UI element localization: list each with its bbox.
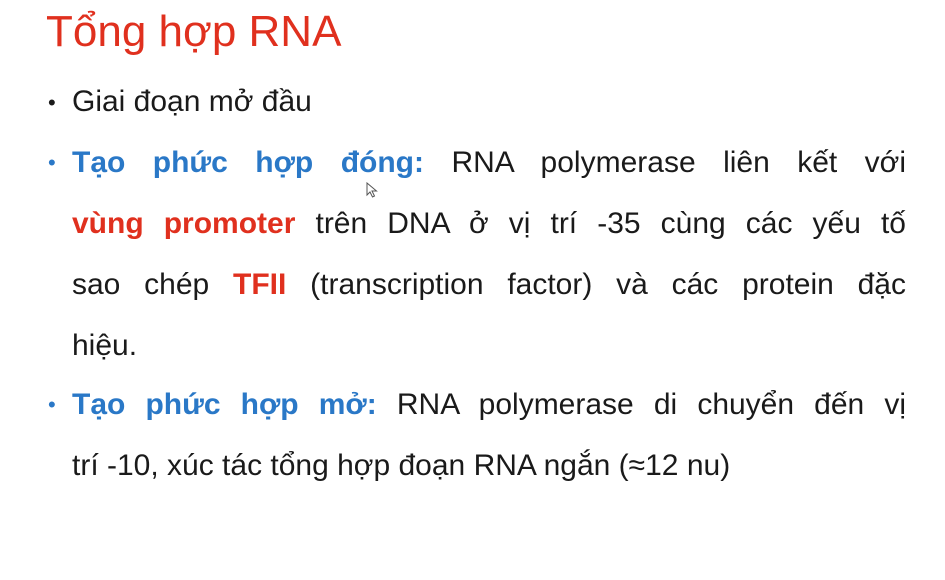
- closed-complex-line-1-text: RNA polymerase liên kết với: [451, 146, 907, 179]
- closed-complex-line-3-pre: sao chép: [72, 268, 210, 301]
- closed-complex-label: Tạo phức hợp đóng:: [72, 146, 424, 179]
- open-complex-line-1-text: RNA polymerase di chuyển đến vị: [396, 388, 907, 421]
- bullet-marker-blue: •: [48, 392, 56, 417]
- slide-title: Tổng hợp RNA: [46, 7, 342, 56]
- mouse-pointer-icon: [366, 182, 378, 198]
- closed-complex-line-4: hiệu.: [72, 329, 138, 362]
- bullet-marker: •: [48, 90, 56, 115]
- closed-complex-line-2-text: trên DNA ở vị trí -35 cùng các yếu tố: [315, 207, 906, 240]
- bullet-item-open-complex: Tạo phức hợp mở: RNA polymerase di chuyể…: [72, 374, 906, 496]
- tfii-highlight: TFII: [233, 268, 287, 301]
- bullet-marker-blue: •: [48, 150, 56, 175]
- closed-complex-line-3-post: (transcription factor) và các protein đặ…: [310, 268, 906, 301]
- open-complex-line-1: Tạo phức hợp mở: RNA polymerase di chuyể…: [72, 374, 906, 435]
- promoter-highlight: vùng promoter: [72, 207, 296, 240]
- closed-complex-line-3: sao chép TFII (transcription factor) và …: [72, 254, 906, 315]
- bullet-item-closed-complex: Tạo phức hợp đóng: RNA polymerase liên k…: [72, 132, 906, 376]
- open-complex-label: Tạo phức hợp mở:: [72, 388, 377, 421]
- intro-text: Giai đoạn mở đầu: [72, 85, 312, 118]
- bullet-item-intro: Giai đoạn mở đầu: [72, 84, 906, 120]
- closed-complex-line-1: Tạo phức hợp đóng: RNA polymerase liên k…: [72, 132, 906, 193]
- closed-complex-line-2: vùng promoter trên DNA ở vị trí -35 cùng…: [72, 193, 906, 254]
- open-complex-line-2: trí -10, xúc tác tổng hợp đoạn RNA ngắn …: [72, 449, 731, 482]
